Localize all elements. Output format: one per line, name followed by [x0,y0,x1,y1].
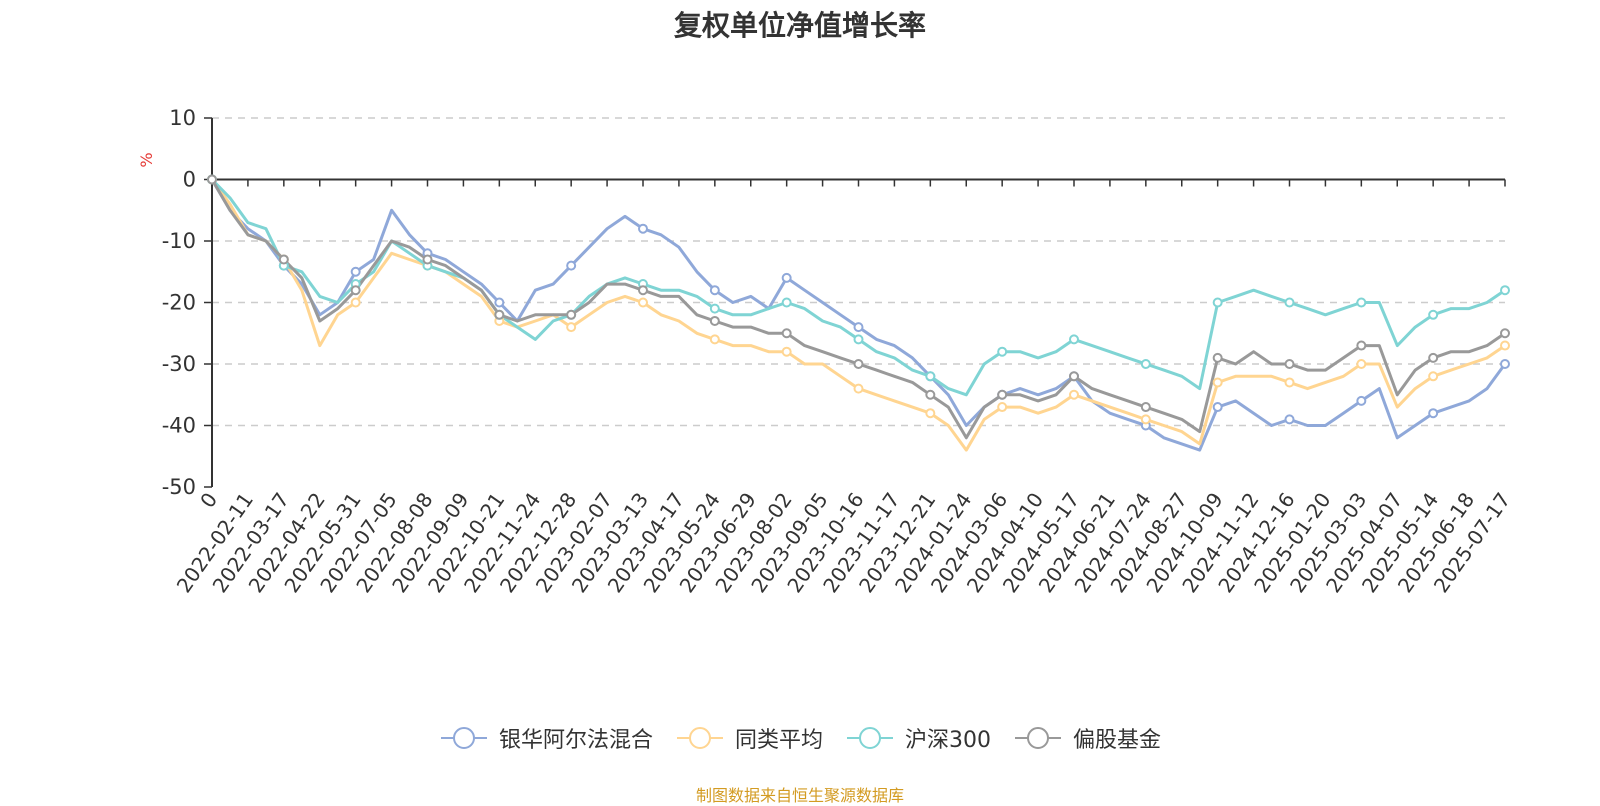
series-point-0 [1356,395,1367,406]
series-line-1 [210,178,1506,452]
y-tick-label: -40 [162,414,196,438]
series-point-0 [781,272,792,283]
y-tick-label: -20 [162,291,196,315]
series-line-0 [210,178,1507,452]
series-point-1 [1428,371,1439,382]
series-point-1 [350,297,361,308]
source-note: 制图数据来自恒生聚源数据库 [695,786,904,805]
series-point-0 [1284,414,1295,425]
series-point-1 [781,346,792,357]
series-point-1 [925,408,936,419]
series-point-2 [853,334,864,345]
series-point-3 [207,174,217,185]
y-tick-label: -50 [162,475,196,499]
series-point-3 [278,254,289,265]
series-point-3 [1356,340,1367,351]
series-point-3 [494,309,505,320]
series-point-2 [781,297,792,308]
legend-swatch-icon [676,727,723,749]
series-point-0 [350,266,361,277]
series-markers [207,174,1510,431]
series-point-2 [997,346,1008,357]
legend-swatch-circle [859,727,881,749]
series-point-2 [1356,297,1367,308]
series-point-3 [1212,352,1223,363]
series-point-0 [1500,359,1510,369]
legend-item-label: 同类平均 [734,728,823,753]
series-point-1 [638,297,648,308]
y-tick-label: -10 [162,229,196,253]
series-point-3 [566,309,577,320]
grid-lines [212,117,1505,427]
legend-item-label: 银华阿尔法混合 [498,728,653,753]
x-tick-label: 0 [195,488,222,512]
legend: 银华阿尔法混合 同类平均 沪深300 偏股基金 [0,722,1600,754]
legend-item-label: 偏股基金 [1073,728,1162,753]
series-point-3 [781,328,792,339]
series-point-1 [1356,359,1367,369]
series-point-0 [638,223,648,234]
series-point-3 [350,285,361,296]
series-point-3 [1428,352,1439,363]
series-point-1 [1140,414,1151,425]
y-tick-label: -30 [162,352,196,376]
chart-title: 复权单位净值增长率 [673,9,926,42]
series-point-0 [853,322,864,333]
series-point-0 [1212,402,1223,413]
series-point-2 [1212,297,1223,308]
y-tick-label: 10 [169,106,196,130]
series-point-2 [1500,285,1510,296]
series-point-0 [709,285,720,296]
legend-swatch-icon [1015,727,1061,749]
series-point-0 [494,297,505,308]
series-point-3 [997,389,1008,400]
series-point-3 [638,285,648,296]
series-point-3 [1284,359,1295,369]
series-point-1 [709,334,720,345]
legend-swatch-circle [688,727,711,749]
series-point-1 [1212,377,1223,388]
series-point-1 [1284,377,1295,388]
series-point-2 [1140,359,1151,369]
series-point-1 [1500,340,1510,351]
series-point-2 [925,371,936,382]
legend-item-label: 沪深300 [905,728,991,753]
series-lines [210,178,1507,452]
series-point-3 [422,254,433,265]
series-point-2 [709,303,720,314]
legend-swatch-circle [1027,727,1049,749]
legend-swatch-icon [847,727,893,749]
series-point-1 [566,322,577,333]
legend-item[interactable]: 沪深300 [845,722,991,754]
series-point-3 [1140,402,1151,413]
series-point-0 [1428,408,1439,419]
series-point-1 [1069,389,1079,400]
series-point-1 [853,383,864,394]
legend-swatch-icon [440,727,487,749]
legend-item[interactable]: 偏股基金 [1013,722,1161,754]
legend-item[interactable]: 银华阿尔法混合 [439,722,653,754]
y-axis-unit-label: % [137,152,156,167]
series-point-2 [1069,334,1079,345]
series-point-3 [1500,328,1510,339]
series-point-1 [997,402,1008,413]
axes: 100-10-20-30-40-5002022-02-112022-03-172… [162,106,1515,597]
series-point-3 [925,389,936,400]
series-point-3 [709,315,720,326]
legend-item[interactable]: 同类平均 [675,722,823,754]
series-point-2 [1428,309,1439,320]
series-point-0 [566,260,577,271]
series-point-3 [853,359,864,369]
legend-swatch-circle [452,727,475,749]
series-point-3 [1069,371,1079,382]
series-point-2 [1284,297,1295,308]
y-tick-label: 0 [183,168,196,192]
